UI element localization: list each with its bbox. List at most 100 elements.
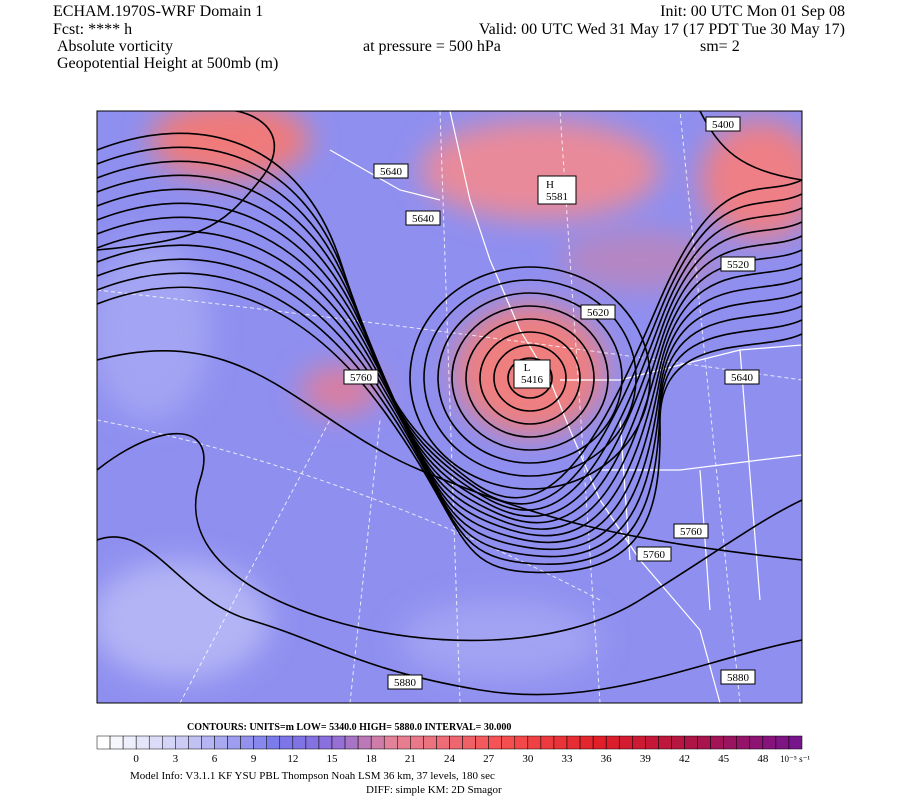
colorbar-cell <box>566 735 581 750</box>
contour-line <box>479 331 581 425</box>
colorbar-tick-label: 0 <box>133 753 139 765</box>
contour-label-box <box>720 669 756 685</box>
colorbar-cell <box>279 735 294 750</box>
colorbar-cell <box>135 735 150 750</box>
contour-label-box <box>720 256 756 272</box>
colorbar-cell <box>370 735 385 750</box>
colorbar-tick-label: 24 <box>444 753 456 765</box>
contour-line <box>97 202 802 530</box>
colorbar-tick-label: 30 <box>522 753 534 765</box>
colorbar-tick-label: 27 <box>483 753 495 765</box>
contour-label: 5620 <box>587 307 610 319</box>
contour-line <box>97 146 802 505</box>
colorbar-cell <box>762 735 777 750</box>
high-symbol: H <box>546 179 554 191</box>
colorbar-cell <box>788 735 803 750</box>
contour-line <box>97 350 802 561</box>
colorbar-cell <box>188 735 202 750</box>
colorbar-cell <box>501 735 516 750</box>
colorbar-tick-label: 18 <box>366 753 378 765</box>
contour-line <box>493 344 567 412</box>
contour-label: 5640 <box>731 372 754 384</box>
header-line: ECHAM.1970S-WRF Domain 1 <box>53 3 263 20</box>
header-line: sm= 2 <box>700 38 740 55</box>
colorbar-cell <box>397 735 411 750</box>
colorbar-cell <box>671 735 685 750</box>
contour-label: 5400 <box>712 119 735 131</box>
contour-label-box <box>405 210 441 226</box>
colorbar-tick-label: 48 <box>757 753 769 765</box>
contour-label-box <box>673 523 709 539</box>
contour-line <box>97 286 802 574</box>
footer-line: DIFF: simple KM: 2D Smagor <box>366 784 502 796</box>
contour-line <box>97 230 802 544</box>
contour-line <box>97 272 802 565</box>
colorbar-cell <box>162 735 176 750</box>
colorbar-cell <box>331 735 346 750</box>
colorbar-cell <box>383 735 398 750</box>
contour-line <box>465 318 595 438</box>
colorbar-tick-label: 45 <box>718 753 730 765</box>
colorbar-cell <box>253 735 267 750</box>
contour-line <box>423 279 637 477</box>
contour-label-box <box>387 674 423 690</box>
high-value: 5581 <box>546 191 568 203</box>
header-line: Fcst: **** h <box>53 21 132 38</box>
colorbar-tick-label: 33 <box>562 753 574 765</box>
colorbar-cell <box>645 735 659 750</box>
contour-label-box <box>724 369 760 385</box>
map-frame <box>96 110 803 704</box>
colorbar-tick-label: 3 <box>173 753 179 765</box>
colorbar-cell <box>292 735 307 750</box>
map-field <box>97 111 802 703</box>
colorbar-tick-label: 12 <box>287 753 298 765</box>
header-line: Absolute vorticity <box>57 38 173 55</box>
colorbar-tick-label: 6 <box>212 753 218 765</box>
colorbar-cell <box>658 735 672 750</box>
colorbar-cell <box>749 735 764 750</box>
contour-label: 5760 <box>643 549 666 561</box>
contour-line <box>97 111 275 251</box>
colorbar-cell <box>488 735 502 750</box>
colorbar-cell <box>227 735 241 750</box>
contour-line <box>97 160 802 511</box>
footer-line: Model Info: V3.1.1 KF YSU PBL Thompson N… <box>130 770 495 782</box>
contour-label: 5880 <box>727 672 750 684</box>
colorbar-cell <box>605 735 620 750</box>
colorbar-cell <box>540 735 555 750</box>
colorbar-cell <box>344 735 359 750</box>
colorbar-cell <box>214 735 228 750</box>
contour-label-box <box>373 163 409 179</box>
contour-line <box>97 432 802 642</box>
colorbar-cell <box>357 735 372 750</box>
colorbar-cell <box>579 735 594 750</box>
contour-line <box>97 258 802 558</box>
colorbar-cell <box>736 735 751 750</box>
contour-label: 5880 <box>394 677 417 689</box>
contour-line <box>97 188 802 524</box>
colorbar-cell <box>449 735 463 750</box>
contour-label-box <box>705 116 741 132</box>
contour-line <box>97 536 802 696</box>
colorbar-cell <box>318 735 333 750</box>
colorbar-cell <box>514 735 529 750</box>
contour-label: 5640 <box>412 213 435 225</box>
header-line: at pressure = 500 hPa <box>363 38 501 55</box>
colorbar-tick-label: 15 <box>327 753 339 765</box>
colorbar-cell <box>122 735 137 750</box>
contour-label-box <box>636 546 672 562</box>
colorbar-cell <box>96 735 111 750</box>
colorbar-cell <box>684 735 698 750</box>
contour-label: 5640 <box>380 166 403 178</box>
contour-line <box>97 216 802 537</box>
colorbar-cell <box>423 735 437 750</box>
colorbar-cell <box>475 735 489 750</box>
contour-line <box>507 357 553 399</box>
colorbar-cell <box>266 735 281 750</box>
colorbar-cell <box>175 735 189 750</box>
contour-line <box>97 174 802 518</box>
contour-label: 5760 <box>350 372 373 384</box>
colorbar-cell <box>410 735 424 750</box>
colorbar-cell <box>723 735 737 750</box>
colorbar-tick-label: 39 <box>640 753 652 765</box>
